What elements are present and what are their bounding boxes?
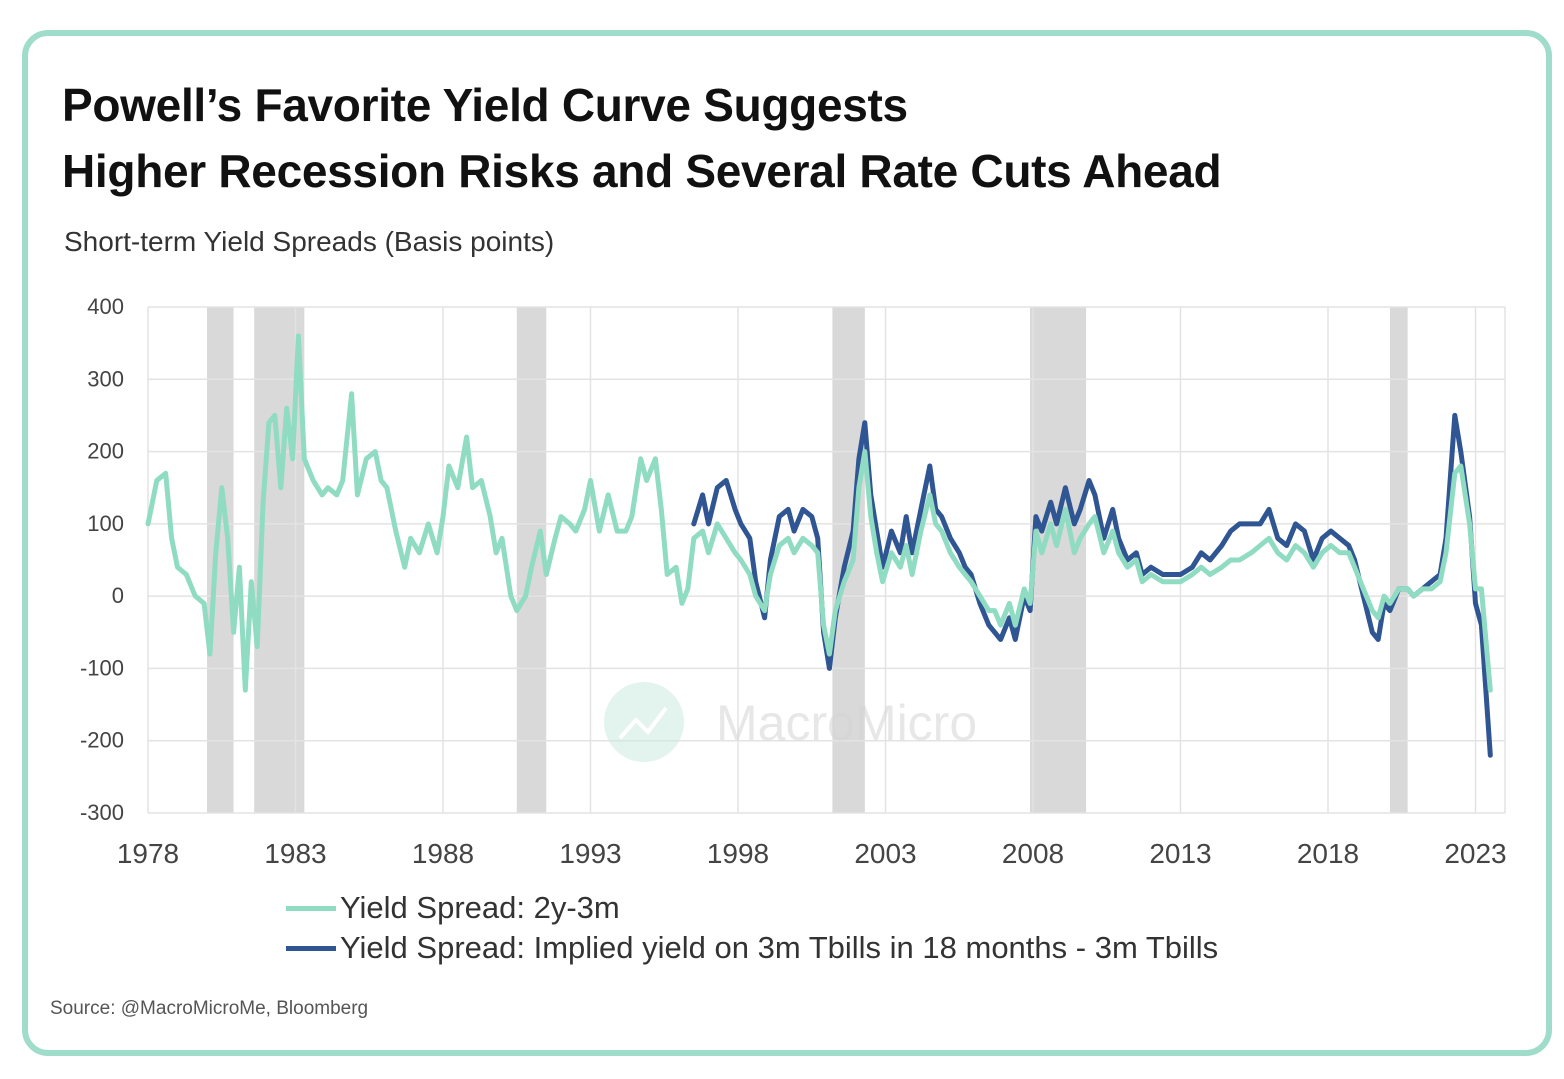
- x-tick-label: 2003: [854, 838, 916, 869]
- legend-swatch-series1: [286, 905, 336, 911]
- watermark-text: MacroMicro: [716, 695, 977, 751]
- legend-item-series1: Yield Spread: 2y-3m: [286, 888, 1218, 928]
- x-tick-label: 1998: [707, 838, 769, 869]
- x-tick-label: 2008: [1002, 838, 1064, 869]
- chart-title: Powell’s Favorite Yield Curve Suggests H…: [62, 72, 1222, 204]
- y-tick-label: 200: [87, 439, 124, 464]
- x-tick-label: 1983: [264, 838, 326, 869]
- y-tick-label: -200: [80, 728, 124, 753]
- macromicro-logo-icon: [604, 682, 684, 762]
- x-tick-label: 2023: [1444, 838, 1506, 869]
- series-line-1: [145, 333, 1493, 693]
- y-tick-label: -300: [80, 800, 124, 825]
- y-tick-label: 100: [87, 511, 124, 536]
- legend-item-series2: Yield Spread: Implied yield on 3m Tbills…: [286, 928, 1218, 968]
- source-note: Source: @MacroMicroMe, Bloomberg: [50, 998, 369, 1019]
- logo-line: [618, 706, 668, 740]
- series-lines: [145, 333, 1493, 758]
- x-tick-label: 1993: [559, 838, 621, 869]
- legend-label-series2: Yield Spread: Implied yield on 3m Tbills…: [340, 930, 1219, 965]
- legend-label-series1: Yield Spread: 2y-3m: [340, 890, 620, 925]
- y-tick-label: 300: [87, 366, 124, 391]
- recession-band: [1389, 307, 1408, 813]
- legend: Yield Spread: 2y-3m Yield Spread: Implie…: [286, 888, 1218, 968]
- grid-lines: [147, 306, 1506, 814]
- x-tick-label: 1978: [117, 838, 179, 869]
- y-tick-label: 400: [87, 294, 124, 319]
- y-tick-label: 0: [112, 583, 124, 608]
- recession-band: [1030, 307, 1087, 813]
- y-axis-ticks: 400 300 200 100 0 -100 -200 -300: [80, 294, 124, 825]
- title-line-2: Higher Recession Risks and Several Rate …: [62, 145, 1222, 197]
- title-line-1: Powell’s Favorite Yield Curve Suggests: [62, 79, 908, 131]
- watermark-logo: MacroMicro: [604, 682, 977, 762]
- y-tick-label: -100: [80, 655, 124, 680]
- x-tick-label: 2018: [1297, 838, 1359, 869]
- chart-subtitle: Short-term Yield Spreads (Basis points): [64, 226, 555, 257]
- legend-swatch-series2: [286, 945, 336, 951]
- recession-bands: [207, 307, 1408, 813]
- x-tick-label: 2013: [1149, 838, 1211, 869]
- recession-band: [832, 307, 865, 813]
- x-tick-label: 1988: [412, 838, 474, 869]
- x-axis-ticks: 1978 1983 1988 1993 1998 2003 2008 2013 2018 2023: [117, 838, 1507, 869]
